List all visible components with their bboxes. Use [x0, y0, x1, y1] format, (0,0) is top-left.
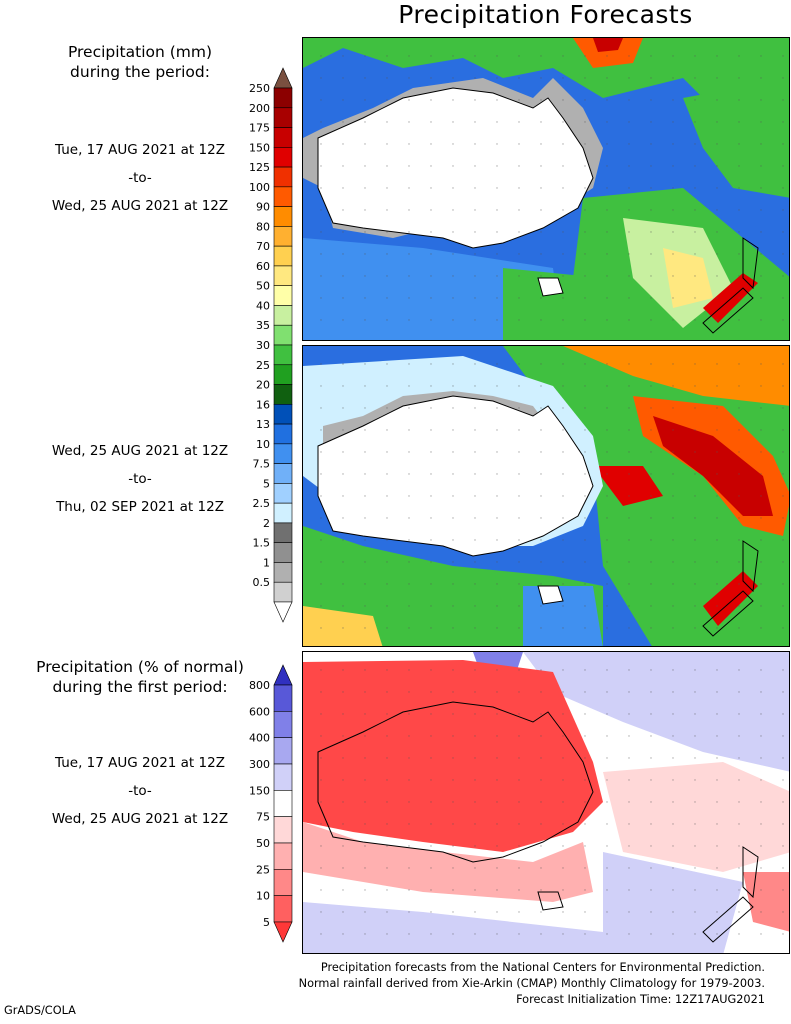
period2-label: Wed, 25 AUG 2021 at 12Z -to- Thu, 02 SEP…: [0, 437, 280, 521]
precip-colorbar-tick-label: 16: [256, 398, 270, 411]
footer-line3: Forecast Initialization Time: 12Z17AUG20…: [516, 993, 765, 1006]
precip-colorbar-tick-label: 80: [256, 220, 270, 233]
precip-colorbar-box: [273, 226, 293, 247]
period2-start: Wed, 25 AUG 2021 at 12Z: [51, 443, 229, 459]
precip-colorbar-tick-label: 0.5: [253, 576, 271, 589]
percent-colorbar-bottom-arrow: [273, 921, 293, 943]
period1-label: Tue, 17 AUG 2021 at 12Z -to- Wed, 25 AUG…: [0, 136, 280, 220]
precip-colorbar-box: [273, 562, 293, 583]
precip-colorbar-box: [273, 324, 293, 346]
precip-colorbar-box: [273, 404, 293, 425]
precip-colorbar-box: [273, 384, 293, 405]
grid-dots-period2: [320, 363, 784, 629]
period3-end: Wed, 25 AUG 2021 at 12Z: [51, 811, 229, 827]
precip-colorbar-tick-label: 50: [256, 280, 270, 293]
precip-colorbar-tick-label: 40: [256, 299, 270, 312]
period3-start: Tue, 17 AUG 2021 at 12Z: [55, 755, 225, 771]
percent-colorbar-tick-label: 400: [249, 732, 270, 745]
percent-colorbar-box: [273, 895, 293, 923]
precip-colorbar-tick-label: 60: [256, 260, 270, 273]
period1-start: Tue, 17 AUG 2021 at 12Z: [55, 142, 225, 158]
precip-colorbar-tick-label: 35: [256, 319, 270, 332]
precip-colorbar-box: [273, 581, 293, 603]
percent-colorbar-box: [273, 711, 293, 738]
period2-end: Thu, 02 SEP 2021 at 12Z: [56, 499, 224, 515]
percent-colorbar-tick-label: 600: [249, 705, 270, 718]
precip-colorbar-box: [273, 107, 293, 128]
period3-label: Tue, 17 AUG 2021 at 12Z -to- Wed, 25 AUG…: [0, 749, 280, 833]
precip-colorbar-tick-label: 1.5: [253, 537, 271, 550]
precip-colorbar-box: [273, 87, 293, 109]
precip-colorbar-tick-label: 1: [263, 556, 270, 569]
grid-dots-percent-normal: [320, 669, 784, 935]
period3-sep: -to-: [128, 783, 152, 799]
percent-colorbar-tick-label: 10: [256, 890, 270, 903]
bottom-legend-heading-line1: Precipitation (% of normal): [36, 658, 244, 676]
precip-colorbar-tick-label: 175: [249, 122, 270, 135]
footer-notes: Precipitation forecasts from the Nationa…: [205, 960, 765, 1008]
precip-colorbar-tick-label: 70: [256, 240, 270, 253]
precip-colorbar-bottom-arrow: [273, 601, 293, 623]
precip-colorbar-tick-label: 200: [249, 102, 270, 115]
precip-map-period2: [303, 346, 789, 646]
percent-colorbar-tick-label: 50: [256, 837, 270, 850]
precip-colorbar-box: [273, 522, 293, 543]
top-legend-heading-line1: Precipitation (mm): [67, 43, 213, 61]
precip-colorbar-tick-label: 250: [249, 82, 270, 95]
precip-colorbar-tick-label: 20: [256, 379, 270, 392]
percent-colorbar-tick-label: 25: [256, 863, 270, 876]
precip-map-period1: [303, 38, 789, 340]
precip-colorbar-tick-label: 13: [256, 418, 270, 431]
top-legend-heading-line2: during the period:: [70, 63, 210, 81]
top-legend-heading: Precipitation (mm) during the period:: [0, 42, 280, 82]
precip-colorbar-box: [273, 364, 293, 385]
page-title: Precipitation Forecasts: [398, 0, 693, 29]
map-panel-percent-normal: [302, 651, 790, 954]
grads-credit: GrADS/COLA: [4, 1004, 76, 1017]
precip-colorbar-box: [273, 542, 293, 563]
footer-line2: Normal rainfall derived from Xie-Arkin (…: [298, 977, 765, 990]
precip-colorbar-box: [273, 265, 293, 286]
precip-colorbar-tick-label: 30: [256, 339, 270, 352]
period1-sep: -to-: [128, 170, 152, 186]
period2-sep: -to-: [128, 471, 152, 487]
precip-colorbar-box: [273, 285, 293, 306]
precip-colorbar-tick-label: 25: [256, 359, 270, 372]
bottom-legend-heading-line2: during the first period:: [52, 678, 228, 696]
precip-colorbar-box: [273, 305, 293, 326]
period1-end: Wed, 25 AUG 2021 at 12Z: [51, 198, 229, 214]
percent-colorbar-box: [273, 842, 293, 870]
map-panel-period2: [302, 345, 790, 647]
precip-colorbar-box: [273, 344, 293, 366]
percent-colorbar-tick-label: 5: [263, 916, 270, 929]
percent-colorbar-box: [273, 869, 293, 896]
precip-colorbar-box: [273, 245, 293, 267]
map-panel-period1: [302, 37, 790, 341]
bottom-legend-heading: Precipitation (% of normal) during the f…: [0, 657, 280, 697]
grid-dots-period1: [320, 55, 784, 321]
footer-line1: Precipitation forecasts from the Nationa…: [320, 961, 765, 974]
percent-normal-map: [303, 652, 789, 953]
